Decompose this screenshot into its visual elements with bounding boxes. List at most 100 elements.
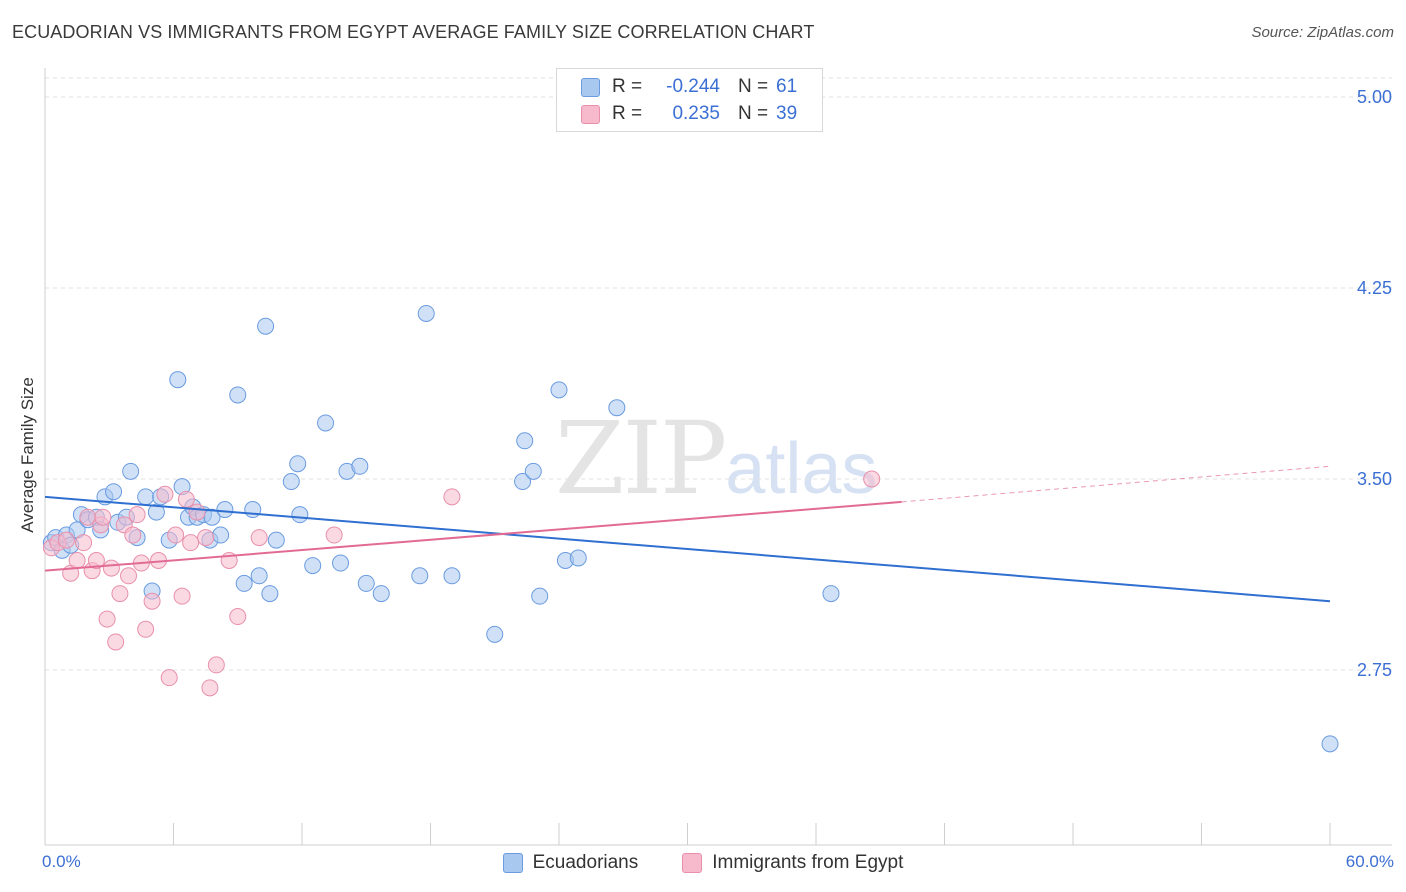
ecuadorian-point (524, 462, 542, 480)
egypt-point (94, 508, 112, 526)
egypt-point (229, 608, 247, 626)
egypt-point (107, 633, 125, 651)
egypt-point (98, 610, 116, 628)
ecuadorian-point (608, 399, 626, 417)
ecuadorian-point (169, 371, 187, 389)
legend-r-label: R = (612, 76, 643, 97)
ecuadorian-point (417, 304, 435, 322)
legend-r-value: -0.244 (666, 76, 720, 97)
ecuadorian-point (105, 483, 123, 501)
watermark-atlas: atlas (725, 429, 878, 509)
legend-r-label: R = (612, 103, 643, 124)
egypt-point (75, 534, 93, 552)
series-legend-egypt[interactable]: Immigrants from Egypt (682, 852, 903, 874)
legend-n-value: 39 (776, 103, 798, 124)
y-tick-label: 4.25 (1357, 278, 1392, 298)
x-tick-max: 60.0% (1345, 852, 1394, 871)
egypt-point (197, 529, 215, 547)
ecuadorian-point (212, 526, 230, 544)
egypt-trend-line (44, 500, 902, 572)
y-tick-label: 5.00 (1357, 87, 1392, 107)
ecuadorian-point (516, 432, 534, 450)
ecuadorian-point (137, 488, 155, 506)
ecuadorian-point (1321, 735, 1339, 753)
egypt-point (137, 620, 155, 638)
ecuadorian-point (822, 585, 840, 603)
egypt-point (207, 656, 225, 674)
ecuadorian-point (235, 574, 253, 592)
legend-r-value: 0.235 (672, 103, 720, 124)
egypt-point (68, 551, 86, 569)
y-tick-label: 3.50 (1357, 469, 1392, 489)
egypt-point (173, 587, 191, 605)
legend-swatch-egypt (581, 104, 600, 124)
ecuadorian-trend-line (44, 495, 1331, 603)
ecuadorian-point (332, 554, 350, 572)
legend-row-egypt: R = 0.235 N = 39 (581, 102, 797, 126)
egypt-point (325, 526, 343, 544)
ecuadorian-point (411, 567, 429, 585)
ecuadorian-point (250, 567, 268, 585)
egypt-point (182, 534, 200, 552)
series-swatch-egypt (682, 853, 703, 873)
y-axis-label: Average Family Size (18, 377, 37, 533)
ecuadorian-point (514, 473, 532, 491)
ecuadorian-point (372, 585, 390, 603)
ecuadorian-point (229, 386, 247, 404)
egypt-trend-extension (901, 465, 1331, 503)
legend-n-value: 61 (776, 76, 798, 97)
egypt-point (201, 679, 219, 697)
ecuadorian-point (317, 414, 335, 432)
egypt-point (128, 506, 146, 524)
watermark: ZIPatlas (555, 400, 877, 517)
ecuadorian-point (289, 455, 307, 473)
egypt-point (57, 531, 75, 549)
egypt-point (863, 470, 881, 488)
egypt-point (443, 488, 461, 506)
egypt-point (124, 526, 142, 544)
ecuadorian-point (291, 506, 309, 524)
ecuadorian-point (282, 473, 300, 491)
ecuadorian-point (550, 381, 568, 399)
correlation-legend: R = -0.244 N = 61 R = 0.235 N = 39 (556, 68, 823, 132)
series-legend-ecuadorians[interactable]: Ecuadorians (502, 852, 639, 874)
ecuadorian-point (203, 508, 221, 526)
egypt-point (120, 567, 138, 585)
ecuadorian-point (304, 557, 322, 575)
series-label-ecuadorians: Ecuadorians (532, 852, 639, 873)
series-label-egypt: Immigrants from Egypt (712, 852, 904, 873)
egypt-point (177, 490, 195, 508)
egypt-point (87, 551, 105, 569)
ecuadorian-point (216, 501, 234, 519)
ecuadorian-point (261, 585, 279, 603)
legend-row-ecuadorians: R = -0.244 N = 61 (581, 75, 797, 99)
series-legend: Ecuadorians Immigrants from Egypt (0, 852, 1406, 874)
chart-title: ECUADORIAN VS IMMIGRANTS FROM EGYPT AVER… (12, 22, 815, 42)
ecuadorian-point (357, 574, 375, 592)
series-swatch-ecuadorians (502, 853, 523, 873)
watermark-zip: ZIP (555, 400, 727, 517)
source-label: Source: ZipAtlas.com (1251, 24, 1394, 41)
x-tick-min: 0.0% (42, 852, 81, 871)
ecuadorian-point (257, 317, 275, 335)
ecuadorian-point (267, 531, 285, 549)
egypt-point (143, 592, 161, 610)
egypt-point (111, 585, 129, 603)
legend-n-label: N = (738, 103, 769, 124)
legend-n-label: N = (738, 76, 769, 97)
egypt-point (160, 669, 178, 687)
ecuadorian-point (531, 587, 549, 605)
ecuadorian-point (443, 567, 461, 585)
ecuadorian-point (486, 625, 504, 643)
egypt-point (156, 485, 174, 503)
y-tick-label: 2.75 (1357, 660, 1392, 680)
egypt-point (188, 503, 206, 521)
ecuadorian-point (569, 549, 587, 567)
ecuadorian-point (122, 462, 140, 480)
egypt-point (250, 529, 268, 547)
egypt-point (167, 526, 185, 544)
legend-swatch-ecuadorians (581, 77, 600, 97)
egypt-point (102, 559, 120, 577)
ecuadorian-point (351, 457, 369, 475)
